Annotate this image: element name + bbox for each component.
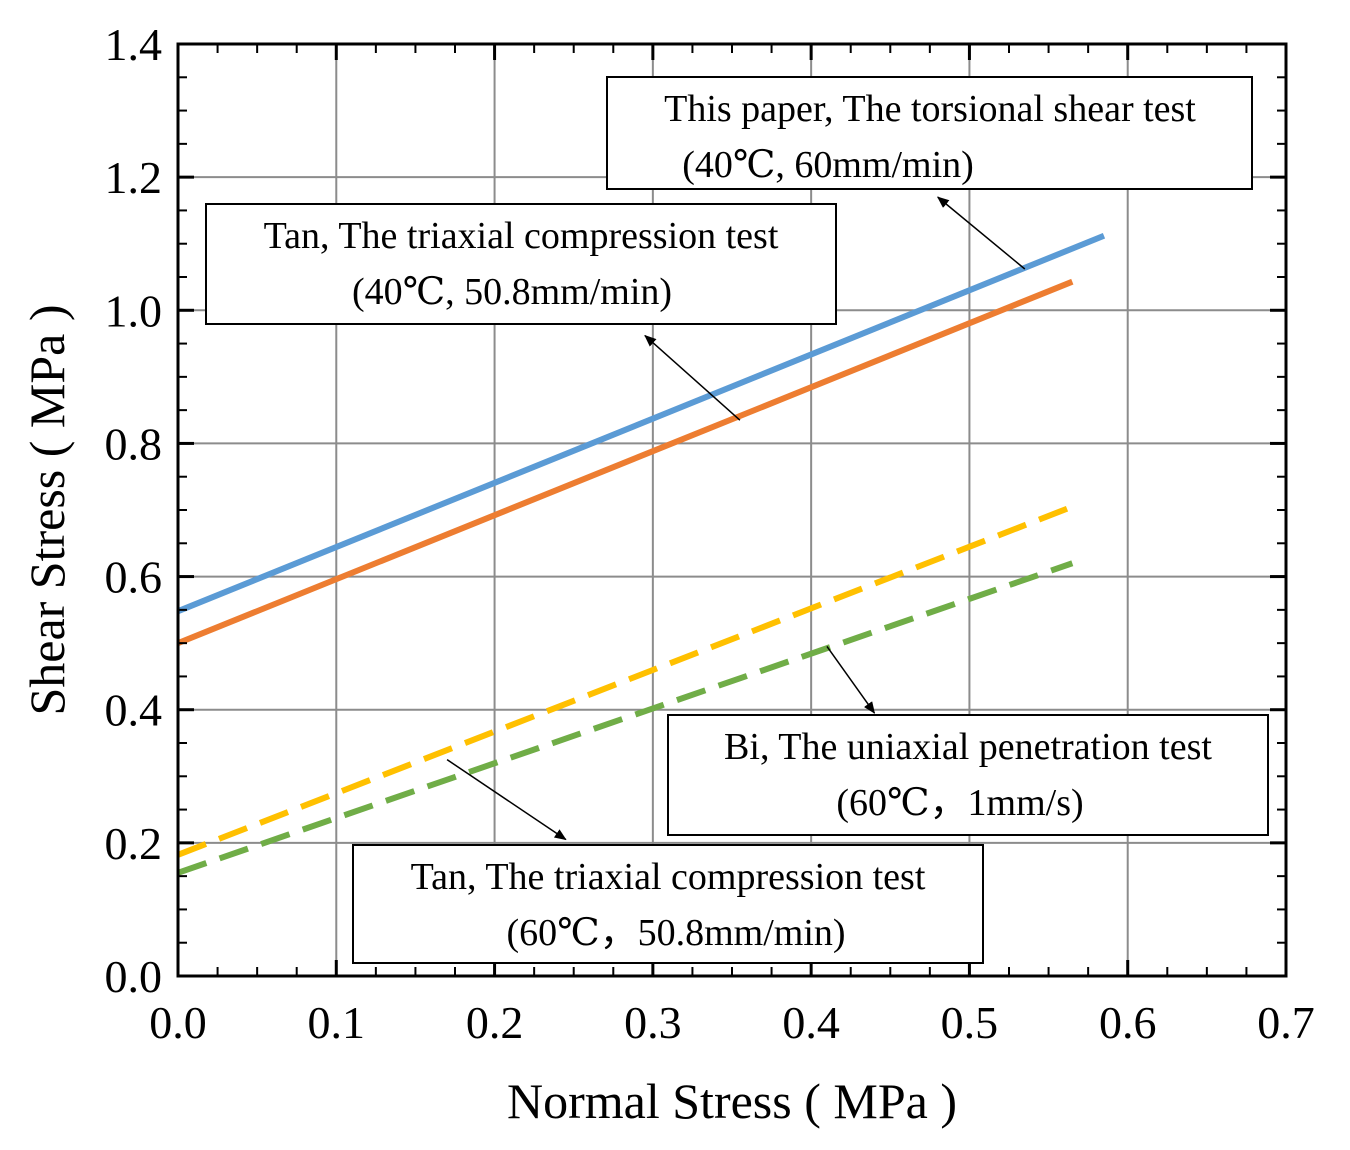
x-tick-label: 0.2 <box>466 997 524 1048</box>
series-layer <box>176 232 1106 876</box>
y-tick-label: 0.8 <box>105 418 163 469</box>
annotation-box-4 <box>352 844 984 964</box>
y-axis-title: Shear Stress ( MPa ) <box>19 304 75 715</box>
annotation-arrow-3 <box>826 646 876 714</box>
y-tick-label: 0.6 <box>105 552 163 603</box>
annotation-line1-4: Tan, The triaxial compression test <box>411 856 926 898</box>
y-tick-label: 1.2 <box>105 152 163 203</box>
annotation-line2-1: (40℃, 60mm/min) <box>682 144 974 186</box>
y-tick-label: 1.0 <box>105 285 163 336</box>
series-line-2 <box>176 278 1074 646</box>
annotations: This paper, The torsional shear test (40℃… <box>205 76 1269 964</box>
x-tick-label: 0.4 <box>782 997 840 1048</box>
ticks: 0.0 0.1 0.2 0.3 0.4 0.5 0.6 0.7 0.0 0.2 0.4 0.6 0.8 1… <box>105 19 1315 1048</box>
y-tick-label: 0.2 <box>105 818 163 869</box>
annotation-box-2 <box>205 203 837 325</box>
x-tick-label: 0.1 <box>308 997 366 1048</box>
series-line-3 <box>176 503 1074 858</box>
annotation-arrow-1 <box>937 196 1026 270</box>
annotation-box-1 <box>606 76 1253 190</box>
annotation-arrow-2 <box>644 334 741 421</box>
annotation-line1-3: Bi, The uniaxial penetration test <box>724 726 1212 768</box>
y-tick-label: 0.0 <box>105 951 163 1002</box>
x-tick-label: 0.5 <box>941 997 999 1048</box>
annotation-line2-4: (60℃，50.8mm/min) <box>506 912 845 954</box>
x-tick-label: 0.0 <box>149 997 207 1048</box>
series-line-4 <box>177 560 1074 876</box>
annotation-line2-3: (60℃，1mm/s) <box>836 782 1083 824</box>
annotation-arrow-4 <box>446 759 567 841</box>
y-tick-label: 0.4 <box>105 685 163 736</box>
series-line-1 <box>176 232 1106 614</box>
x-axis-title: Normal Stress ( MPa ) <box>507 1073 957 1129</box>
x-tick-label: 0.3 <box>624 997 682 1048</box>
x-tick-label: 0.6 <box>1099 997 1157 1048</box>
annotation-line1-1: This paper, The torsional shear test <box>664 88 1196 130</box>
annotation-line1-2: Tan, The triaxial compression test <box>264 215 779 257</box>
annotation-box-3 <box>667 714 1269 836</box>
y-tick-label: 1.4 <box>105 19 163 70</box>
x-tick-label: 0.7 <box>1257 997 1315 1048</box>
annotation-line2-2: (40℃, 50.8mm/min) <box>352 271 672 313</box>
